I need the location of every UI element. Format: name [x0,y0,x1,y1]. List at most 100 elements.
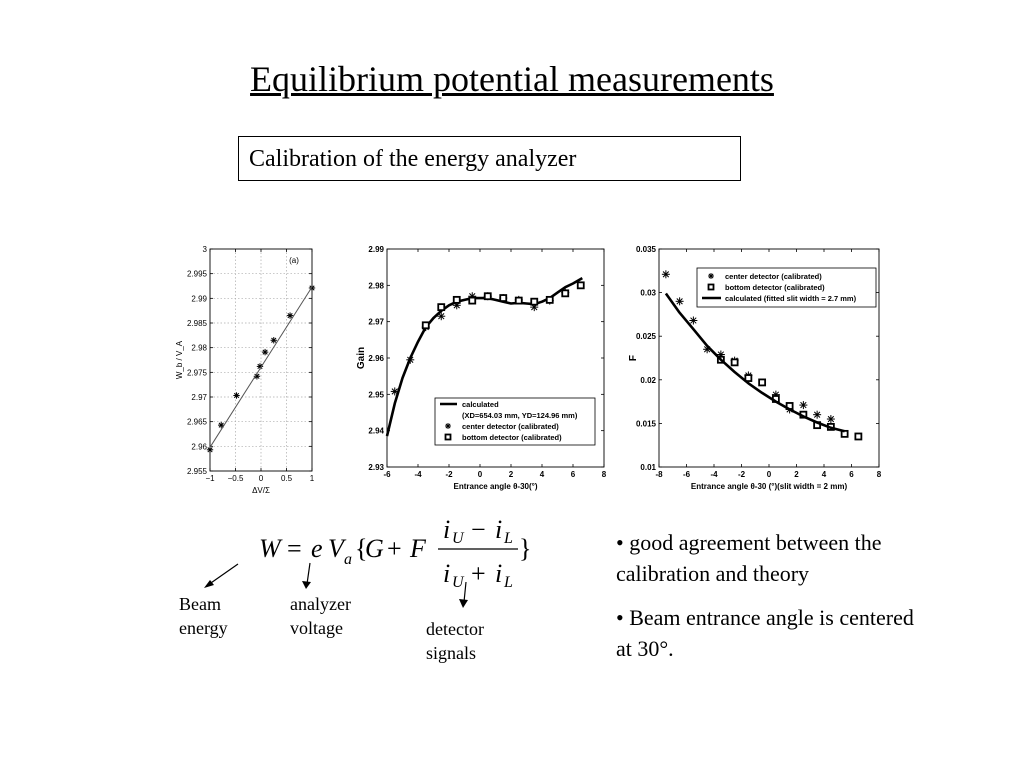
plot-frame [658,248,880,468]
square-point [444,433,452,441]
eq-equals: = [287,534,302,563]
eq-plus2: + [471,559,486,588]
square-point [530,297,539,306]
asterisk-point [689,316,698,325]
square-point [744,374,753,382]
legend: calculated (XD=654.03 mm, YD=124.96 mm) ce… [434,397,596,446]
asterisk-point [286,312,294,319]
y-tick-label: 0.035 [636,245,657,254]
square-point [499,294,508,302]
label-detector-line2: signals [426,643,477,663]
x-tick-label: 6 [571,470,576,479]
bullet-list: • good agreement between the calibration… [616,527,916,677]
x-tick-label: -8 [655,470,663,479]
y-tick-label: 2.96 [191,442,207,451]
eq-num-sub-L: L [503,530,513,547]
x-tick-label: 2 [794,470,799,479]
legend-entry: center detector (calibrated) [725,272,822,281]
square-point [730,358,739,367]
y-tick-label: 2.99 [191,294,207,303]
eq-num-i2: i [495,515,502,544]
eq-lbrace: { [355,534,367,563]
y-tick-label: 0.015 [636,419,657,428]
equation: W = e V a { G + F i U − i L i U + i L } [259,515,531,591]
x-tick-label: 0 [767,470,772,479]
bullet-text: good agreement between the calibration a… [616,530,882,586]
asterisk-point [826,415,835,424]
x-tick-label: -2 [738,470,746,479]
square-point [561,289,570,298]
y-tick-label: 2.95 [368,390,384,399]
y-tick-label: 2.96 [368,354,384,363]
square-point [421,321,430,330]
arrow-detector [459,581,468,608]
legend-entry: bottom detector (calibrated) [725,283,825,292]
square-point [514,296,523,305]
x-tick-label: −1 [205,474,215,483]
chart-a: −1 −0.5 0 0.5 1 2.955 2.96 2.965 2.97 2.975 2.98 2.… [172,243,324,496]
bullet-item: • Beam entrance angle is centered at 30°… [616,602,916,664]
eq-num-i1: i [443,515,450,544]
x-tick-label: 0 [259,474,264,483]
y-tick-label: 2.93 [368,463,384,472]
legend-entry: calculated [462,400,499,409]
arrow-beam [204,563,239,588]
y-tick-label: 0.03 [640,289,656,298]
eq-e: e [311,534,323,563]
arrow-analyzer [302,562,311,589]
y-tick-label: 2.98 [368,281,384,290]
x-tick-label: -4 [710,470,718,479]
y-tick-label: 2.985 [187,319,208,328]
square-point [545,295,554,304]
x-tick-label: -6 [683,470,691,479]
asterisk-point [661,270,670,279]
eq-V: V [328,534,347,563]
legend-entry: bottom detector (calibrated) [462,433,562,442]
y-tick-label: 2.965 [187,418,208,427]
x-tick-label: 2 [509,470,514,479]
x-tick-label: 6 [849,470,854,479]
y-tick-label: 3 [203,245,208,254]
legend-box [696,267,877,308]
asterisk-point [708,273,714,279]
square-point [468,296,477,305]
y-axis-label: W_b / V_A [175,340,184,379]
chart-gain: -6 -4 -2 0 2 4 6 8 2.93 2.94 2.95 2.96 2.97 2.98 2.99 E… [350,243,615,496]
y-tick-label: 0.01 [640,463,656,472]
x-tick-label: 4 [540,470,545,479]
eq-G: G [365,534,384,563]
eq-plus: + [387,534,402,563]
eq-rbrace: } [519,534,531,563]
square-point [576,281,585,290]
square-point [854,432,863,441]
label-analyzer-voltage: analyzer voltage [290,592,351,640]
eq-num-sub-U: U [452,530,465,547]
eq-den-sub-U: U [452,574,465,591]
asterisk-point [206,446,214,453]
asterisk-point [675,297,684,306]
series-line [209,286,313,448]
legend: center detector (calibrated) bottom detec… [696,267,877,308]
asterisk-point [261,348,269,356]
eq-den-i3: i [443,559,450,588]
label-detector-signals: detector signals [426,617,484,665]
x-axis-label: Entrance angle θ-30(°) [454,482,538,491]
legend-entry: center detector (calibrated) [462,422,559,431]
plot-frame [386,248,605,468]
label-analyzer-line2: voltage [290,618,343,638]
label-detector-line1: detector [426,619,484,639]
square-point [452,295,461,304]
asterisk-point [813,410,822,419]
x-axis-label: ΔV/Σ [252,486,270,495]
asterisk-point [270,337,277,344]
y-axis-label: F [628,355,639,361]
y-tick-label: 2.955 [187,467,208,476]
y-tick-label: 2.94 [368,427,384,436]
square-point [437,303,446,312]
page-title: Equilibrium potential measurements [250,59,774,99]
subtitle-box: Calibration of the energy analyzer [238,136,741,181]
y-tick-label: 2.995 [187,270,208,279]
x-tick-label: 1 [310,474,315,483]
x-tick-label: 4 [822,470,827,479]
y-tick-label: 0.025 [636,332,657,341]
